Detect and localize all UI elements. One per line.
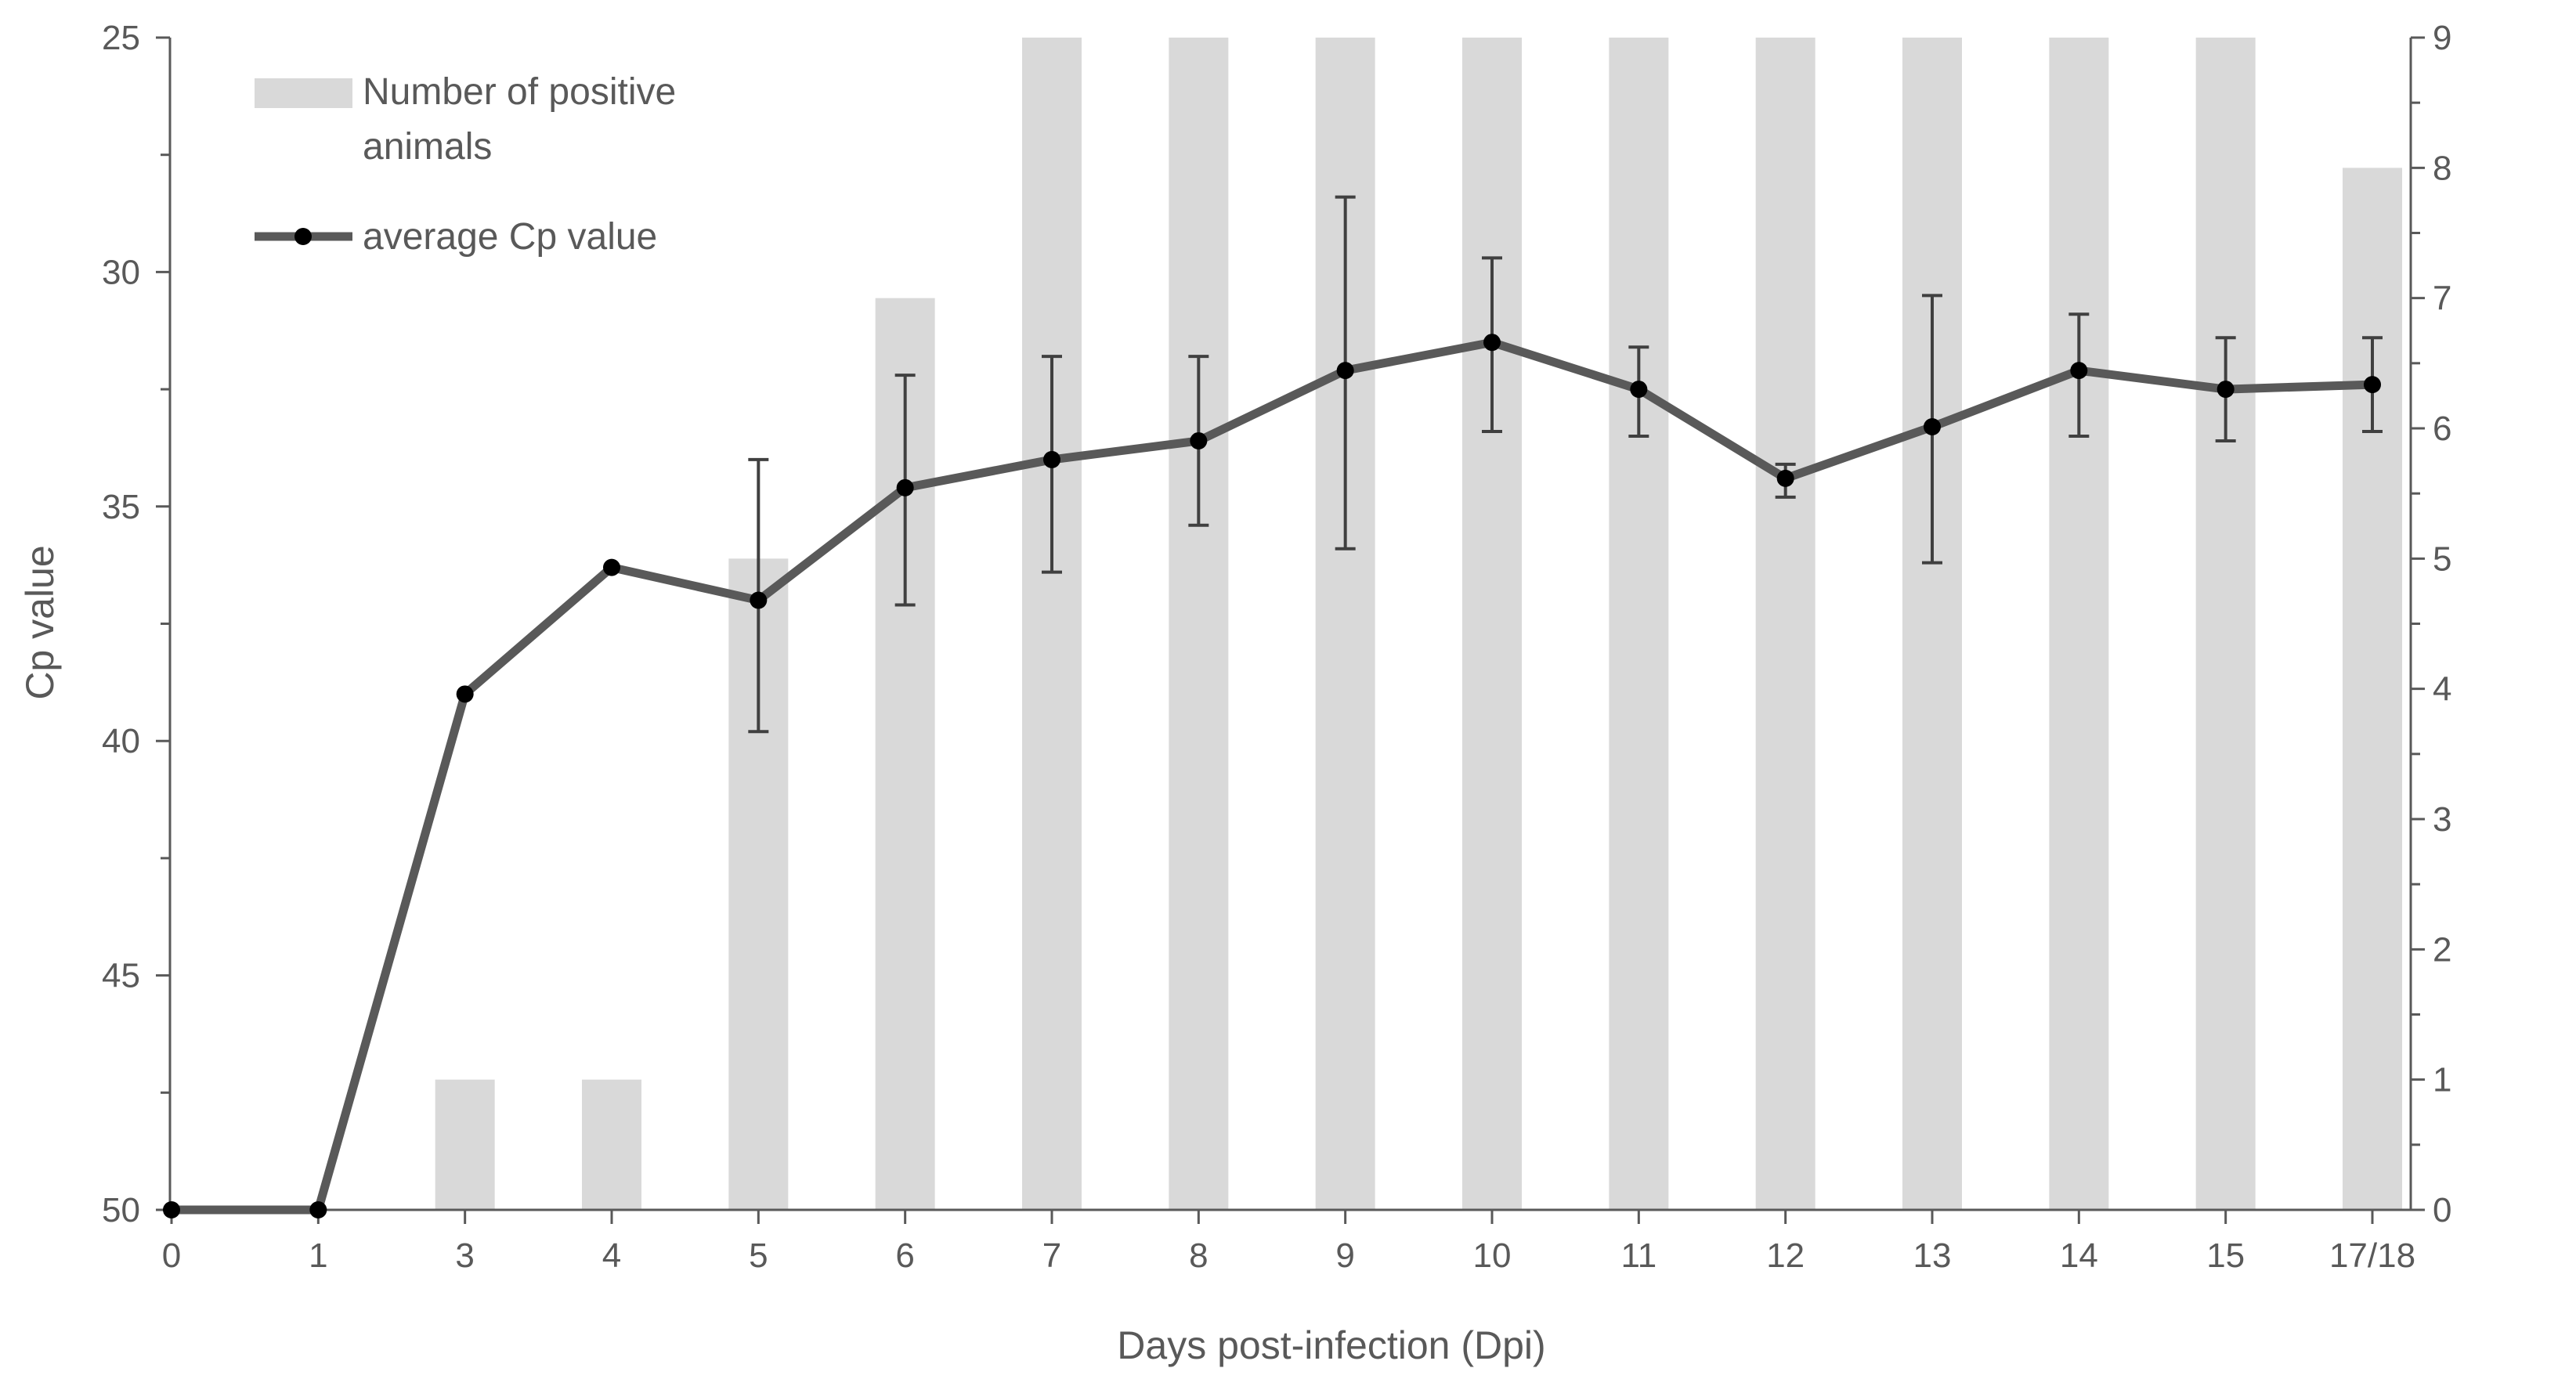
y-right-tick-label: 8 <box>2433 149 2451 187</box>
bar-dpi-10 <box>1462 38 1522 1210</box>
x-tick-label: 12 <box>1766 1236 1805 1275</box>
y-axis-title: Cp value <box>18 545 62 699</box>
cp-point-dpi-8 <box>1190 431 1208 449</box>
y-right-tick-label: 2 <box>2433 930 2451 969</box>
legend-bar-label-line2: animals <box>363 126 492 168</box>
y-right-tick-label: 1 <box>2433 1061 2451 1099</box>
x-tick-label: 9 <box>1335 1236 1354 1275</box>
legend-line-marker <box>294 228 312 245</box>
legend: Number of positive animals average Cp va… <box>255 71 676 258</box>
y-right-tick-label: 5 <box>2433 540 2451 578</box>
x-tick-label: 5 <box>749 1236 768 1275</box>
bar-dpi-11 <box>1609 38 1669 1210</box>
bar-dpi-17-18 <box>2343 168 2402 1210</box>
y-right-tick-label: 0 <box>2433 1191 2451 1229</box>
y-left-tick-label: 40 <box>102 722 140 760</box>
bar-dpi-4 <box>582 1079 641 1210</box>
x-tick-label: 17/18 <box>2329 1236 2415 1275</box>
y-left-tick-label: 30 <box>102 253 140 291</box>
x-tick-label: 0 <box>162 1236 181 1275</box>
y-right-tick-label: 7 <box>2433 280 2451 318</box>
cp-point-dpi-4 <box>603 558 620 576</box>
bar-dpi-14 <box>2049 38 2109 1210</box>
cp-point-dpi-13 <box>1924 418 1941 436</box>
bars-layer <box>435 38 2402 1211</box>
x-tick-label: 14 <box>2060 1236 2098 1275</box>
y-left-tick-label: 45 <box>102 957 140 995</box>
bar-dpi-7 <box>1022 38 1082 1210</box>
y-right-tick-label: 4 <box>2433 670 2451 709</box>
cp-point-dpi-11 <box>1630 381 1648 399</box>
y-left-tick-label: 50 <box>102 1191 140 1229</box>
x-tick-label: 6 <box>895 1236 914 1275</box>
x-tick-label: 13 <box>1913 1236 1952 1275</box>
line-layer <box>163 334 2381 1218</box>
cp-point-dpi-9 <box>1336 362 1354 380</box>
cp-point-dpi-14 <box>2070 362 2088 380</box>
cp-point-dpi-10 <box>1483 334 1501 352</box>
legend-line-label: average Cp value <box>363 216 657 258</box>
average-cp-line <box>172 338 2373 1215</box>
bar-dpi-12 <box>1755 38 1815 1210</box>
bar-dpi-13 <box>1902 38 1962 1210</box>
bar-dpi-3 <box>435 1079 495 1210</box>
cp-point-dpi-1 <box>309 1201 327 1218</box>
x-axis-title: Days post-infection (Dpi) <box>1117 1323 1545 1367</box>
cp-point-dpi-12 <box>1776 469 1794 487</box>
y-left-tick-label: 35 <box>102 488 140 526</box>
y-right-tick-label: 9 <box>2433 19 2451 57</box>
x-tick-label: 11 <box>1620 1236 1657 1275</box>
x-tick-label: 7 <box>1042 1236 1061 1275</box>
legend-bar-swatch <box>255 78 352 108</box>
error-bars-layer <box>748 195 2383 734</box>
x-tick-label: 8 <box>1189 1236 1208 1275</box>
cp-point-dpi-17-18 <box>2364 376 2381 394</box>
bar-dpi-8 <box>1169 38 1229 1210</box>
y-left-tick-label: 25 <box>102 19 140 57</box>
x-tick-label: 3 <box>455 1236 474 1275</box>
x-tick-label: 1 <box>309 1236 327 1275</box>
legend-bar-label-line1: Number of positive <box>363 71 676 113</box>
bar-dpi-15 <box>2195 38 2256 1210</box>
x-tick-label: 15 <box>2206 1236 2245 1275</box>
cp-point-dpi-15 <box>2217 381 2235 399</box>
cp-point-dpi-5 <box>750 591 768 609</box>
x-tick-label: 4 <box>602 1236 621 1275</box>
y-right-tick-label: 3 <box>2433 800 2451 839</box>
cp-point-dpi-6 <box>896 478 914 496</box>
cp-point-dpi-3 <box>456 685 474 703</box>
cp-point-dpi-7 <box>1043 450 1060 468</box>
y-right-tick-label: 6 <box>2433 410 2451 448</box>
cp-point-dpi-0 <box>163 1201 180 1218</box>
x-tick-label: 10 <box>1473 1236 1512 1275</box>
